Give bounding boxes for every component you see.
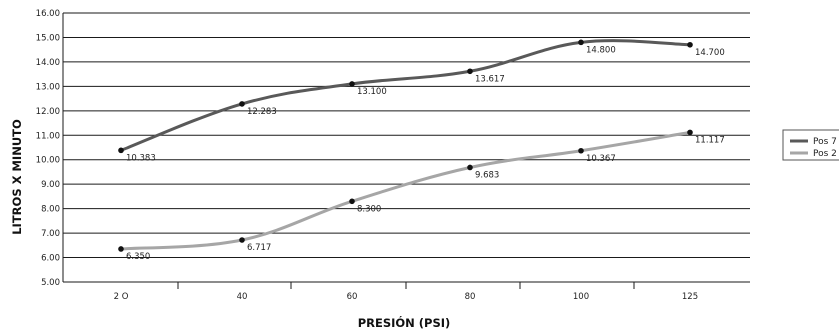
- x-tick-label: 2 O: [114, 292, 129, 302]
- data-label: 14.800: [586, 45, 616, 55]
- data-point: [349, 81, 355, 87]
- series-line-1: [119, 39, 692, 152]
- x-tick-label: 125: [682, 292, 698, 302]
- data-label: 6.350: [126, 252, 150, 262]
- x-tick-label: 80: [465, 292, 476, 302]
- grid-lines: [62, 12, 750, 283]
- y-tick-label: 9.00: [41, 180, 60, 190]
- data-label: 12.283: [247, 107, 277, 117]
- legend: Pos 7 Pos 2: [782, 129, 839, 161]
- y-tick-label: 16.00: [36, 9, 60, 19]
- series-line-2: [119, 130, 692, 251]
- y-tick-label: 8.00: [41, 205, 60, 215]
- series-group: 10.383 12.283 13.100 13.617 14.800 14.700 6.35…: [118, 39, 725, 262]
- x-axis-ticks: 2 O 40 60 80 100 125: [114, 282, 698, 302]
- data-label: 14.700: [695, 48, 725, 58]
- data-point: [467, 68, 473, 75]
- data-point: [687, 129, 693, 136]
- y-tick-label: 7.00: [41, 229, 60, 239]
- data-point: [578, 39, 584, 46]
- data-point: [118, 147, 124, 154]
- data-point: [687, 41, 693, 48]
- data-label: 8.300: [357, 204, 381, 214]
- x-tick-label: 100: [573, 292, 589, 302]
- data-label: 10.367: [586, 154, 616, 164]
- data-label: 13.617: [475, 74, 505, 84]
- y-tick-label: 15.00: [36, 33, 60, 43]
- x-tick-label: 60: [347, 292, 358, 302]
- y-tick-label: 5.00: [41, 278, 60, 288]
- y-tick-label: 14.00: [36, 58, 60, 68]
- y-tick-label: 12.00: [36, 107, 60, 117]
- data-label: 11.117: [695, 135, 725, 145]
- y-tick-label: 13.00: [36, 82, 60, 92]
- data-point: [349, 198, 355, 205]
- data-label: 6.717: [247, 243, 271, 253]
- data-point: [239, 237, 245, 243]
- y-axis-ticks: 5.00 6.00 7.00 8.00 9.00 10.00 11.00 12.00 13.00…: [36, 9, 60, 288]
- legend-label: Pos 2: [813, 149, 837, 159]
- y-tick-label: 11.00: [36, 131, 60, 141]
- y-axis-title: LITROS X MINUTO: [10, 119, 24, 235]
- legend-box: [782, 129, 839, 161]
- data-point: [467, 164, 473, 171]
- data-label: 9.683: [475, 170, 499, 180]
- data-point: [578, 147, 584, 154]
- x-axis-title: PRESIÓN (PSI): [358, 315, 451, 330]
- data-point: [239, 101, 245, 107]
- data-label: 13.100: [357, 87, 387, 97]
- legend-label: Pos 7: [813, 137, 837, 147]
- y-tick-label: 10.00: [36, 156, 60, 166]
- y-tick-label: 6.00: [41, 254, 60, 264]
- x-tick-label: 40: [237, 292, 248, 302]
- data-point: [118, 246, 124, 252]
- data-label: 10.383: [126, 153, 156, 163]
